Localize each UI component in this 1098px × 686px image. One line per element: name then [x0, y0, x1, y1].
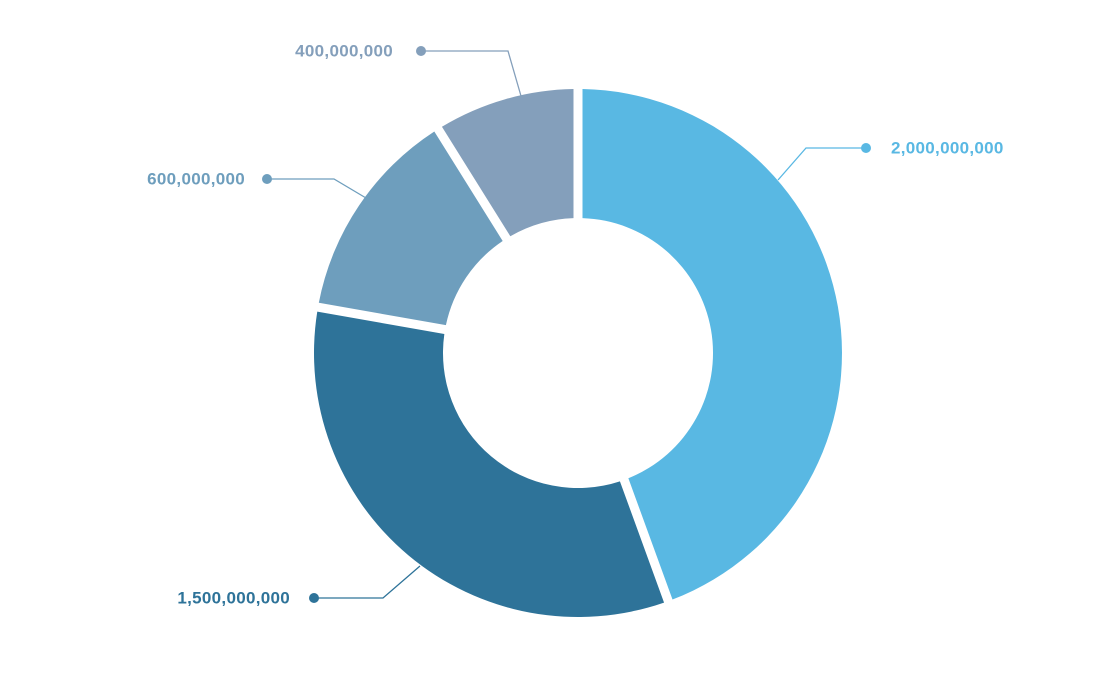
callout-dot-3: [416, 46, 426, 56]
slices-layer: [314, 89, 842, 617]
callout-dot-2: [262, 174, 272, 184]
donut-slice-1: [314, 311, 665, 617]
callout-line-1: [314, 565, 421, 599]
callouts-layer: 2,000,000,000 1,500,000,000 600,000,000 400…: [147, 42, 1003, 608]
slice-label-0: 2,000,000,000: [891, 139, 1004, 158]
donut-slice-2: [318, 131, 503, 326]
callout-line-2: [267, 178, 367, 199]
slice-label-2: 600,000,000: [147, 170, 245, 189]
donut-slice-0: [582, 89, 842, 600]
slice-label-1: 1,500,000,000: [177, 589, 290, 608]
donut-slice-3: [441, 89, 574, 237]
callout-line-3: [421, 50, 522, 97]
callout-dot-1: [309, 593, 319, 603]
slice-label-3: 400,000,000: [295, 42, 393, 61]
callout-dot-0: [861, 143, 871, 153]
callout-line-0: [777, 147, 866, 181]
